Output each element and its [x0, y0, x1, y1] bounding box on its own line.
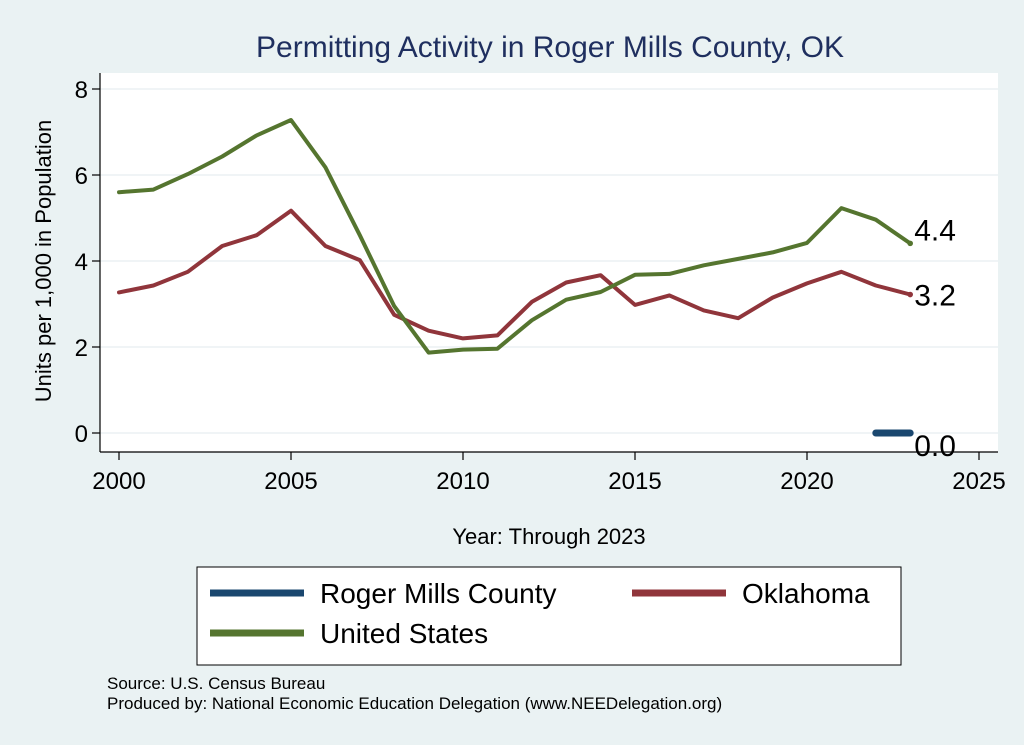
legend-item-oklahoma: Oklahoma	[632, 578, 870, 609]
x-tick-label-2020: 2020	[780, 468, 833, 495]
produced-by-note: Produced by: National Economic Education…	[107, 694, 722, 713]
end-marker-united-states	[907, 240, 913, 247]
y-tick-label-6: 6	[75, 163, 88, 190]
end-labels: 0.0 3.2 4.4	[914, 214, 956, 463]
chart-title: Permitting Activity in Roger Mills Count…	[256, 31, 844, 64]
end-marker-oklahoma	[907, 291, 913, 298]
series-line-united-states	[117, 118, 913, 355]
y-tick-label-8: 8	[75, 77, 88, 104]
legend-label-united-states: United States	[320, 618, 488, 649]
x-tick-label-2025: 2025	[952, 468, 1005, 495]
x-tick-label-2000: 2000	[92, 468, 145, 495]
x-tick-label-2015: 2015	[608, 468, 661, 495]
x-tick-label-2005: 2005	[264, 468, 317, 495]
series-layer	[117, 118, 914, 437]
source-note: Source: U.S. Census Bureau	[107, 674, 325, 693]
legend-item-united-states: United States	[210, 618, 488, 649]
end-label-roger-mills-county: 0.0	[914, 430, 956, 463]
end-label-oklahoma: 3.2	[914, 280, 956, 313]
y-tick-label-4: 4	[75, 249, 88, 276]
legend-item-roger-mills: Roger Mills County	[210, 578, 557, 609]
x-tick-label-2010: 2010	[436, 468, 489, 495]
y-axis-title: Units per 1,000 in Population	[31, 120, 56, 403]
legend-label-oklahoma: Oklahoma	[742, 578, 870, 609]
axes: 0 2 4 6 8 2000 2005 2010 2015 2020 2025	[75, 73, 1006, 495]
plot-area	[100, 73, 998, 452]
end-label-united-states: 4.4	[914, 214, 956, 247]
y-tick-label-0: 0	[75, 421, 88, 448]
gridlines	[100, 88, 998, 434]
y-tick-label-2: 2	[75, 335, 88, 362]
series-line-oklahoma	[117, 208, 913, 341]
legend-label-roger-mills: Roger Mills County	[320, 578, 557, 609]
legend: Roger Mills County Oklahoma United State…	[196, 566, 902, 666]
legend-box	[196, 566, 902, 666]
x-axis-title: Year: Through 2023	[452, 524, 645, 549]
end-marker-roger-mills-county	[907, 430, 913, 436]
